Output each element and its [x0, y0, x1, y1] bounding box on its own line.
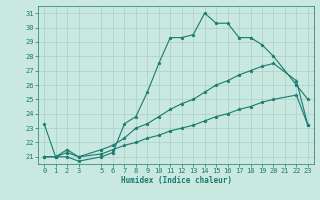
- X-axis label: Humidex (Indice chaleur): Humidex (Indice chaleur): [121, 176, 231, 185]
